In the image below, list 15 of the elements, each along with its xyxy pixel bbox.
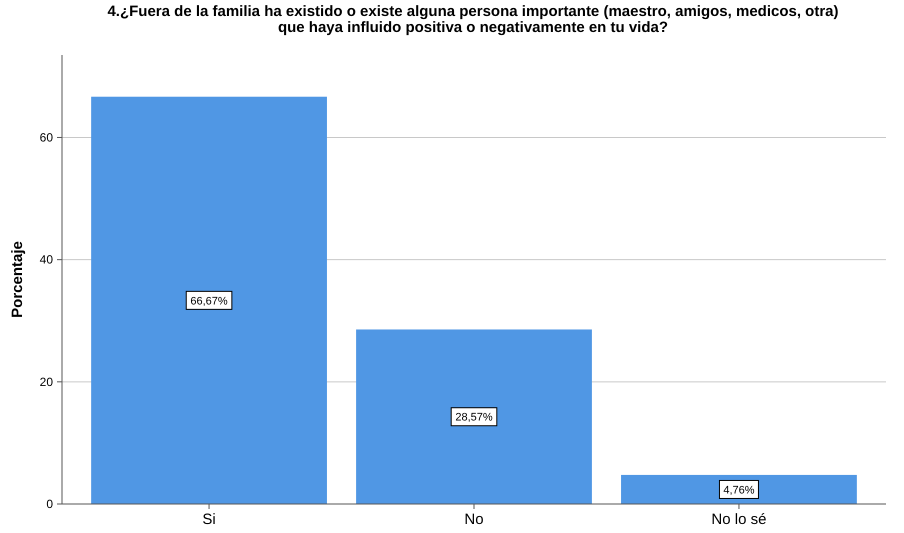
data-label: 28,57% — [455, 412, 493, 424]
y-tick-label: 20 — [40, 374, 54, 389]
x-tick-label: Si — [202, 511, 216, 528]
y-tick-label: 0 — [46, 497, 54, 511]
x-tick-label: No — [464, 511, 484, 528]
bar — [621, 474, 857, 504]
y-axis-title: Porcentaje — [9, 241, 26, 318]
x-tick-label: No lo sé — [711, 511, 766, 528]
y-tick-label: 40 — [40, 252, 54, 267]
data-label: 4,76% — [723, 484, 755, 496]
y-tick-label: 60 — [40, 130, 54, 144]
bar — [356, 329, 592, 504]
data-label: 66,67% — [190, 295, 228, 308]
chart-title: 4.¿Fuera de la familia ha existido o existe alguna persona importante (maestro, amigos, medicos, otra) que haya influido positiva o negativamente en tu vida? — [107, 3, 839, 36]
bar — [91, 96, 327, 504]
